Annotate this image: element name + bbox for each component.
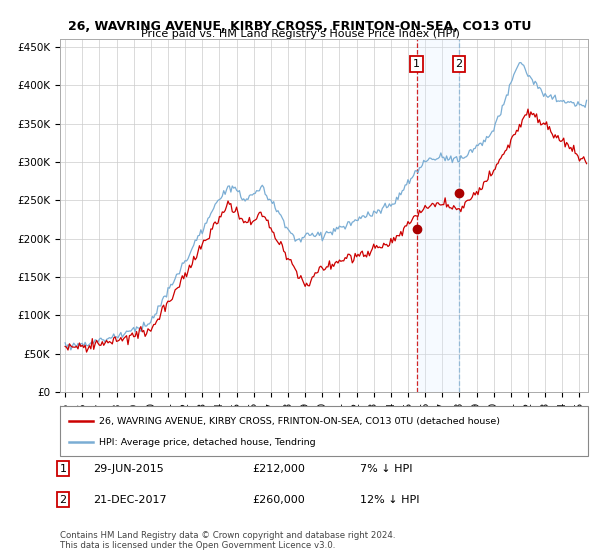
Text: £260,000: £260,000 bbox=[252, 494, 305, 505]
Text: 2: 2 bbox=[455, 59, 463, 69]
Text: 1: 1 bbox=[413, 59, 420, 69]
Text: 7% ↓ HPI: 7% ↓ HPI bbox=[360, 464, 413, 474]
Text: Price paid vs. HM Land Registry's House Price Index (HPI): Price paid vs. HM Land Registry's House … bbox=[140, 29, 460, 39]
Text: HPI: Average price, detached house, Tendring: HPI: Average price, detached house, Tend… bbox=[99, 438, 316, 447]
Text: 12% ↓ HPI: 12% ↓ HPI bbox=[360, 494, 419, 505]
Text: Contains HM Land Registry data © Crown copyright and database right 2024.
This d: Contains HM Land Registry data © Crown c… bbox=[60, 530, 395, 550]
Text: 26, WAVRING AVENUE, KIRBY CROSS, FRINTON-ON-SEA, CO13 0TU: 26, WAVRING AVENUE, KIRBY CROSS, FRINTON… bbox=[68, 20, 532, 32]
Text: 26, WAVRING AVENUE, KIRBY CROSS, FRINTON-ON-SEA, CO13 0TU (detached house): 26, WAVRING AVENUE, KIRBY CROSS, FRINTON… bbox=[99, 417, 500, 426]
Text: 21-DEC-2017: 21-DEC-2017 bbox=[93, 494, 167, 505]
Text: £212,000: £212,000 bbox=[252, 464, 305, 474]
Text: 2: 2 bbox=[59, 494, 67, 505]
Bar bbox=[416, 39, 459, 392]
Text: 29-JUN-2015: 29-JUN-2015 bbox=[93, 464, 164, 474]
Text: 1: 1 bbox=[59, 464, 67, 474]
